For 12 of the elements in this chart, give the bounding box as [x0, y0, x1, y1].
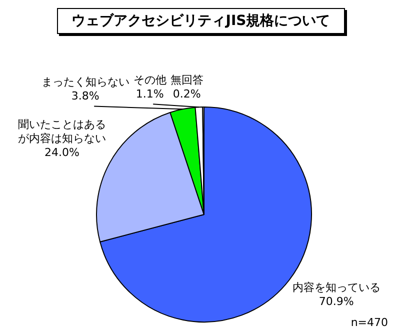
slice-label: 内容を知っている — [292, 280, 380, 294]
data-label: 3.8% — [71, 90, 100, 103]
slice-label: まったく知らない — [41, 76, 130, 89]
slice-label: 聞いたことはあるが内容は知らない — [18, 118, 106, 145]
chart-title: ウェブアクセシビリティJIS規格について — [56, 8, 346, 34]
slice-label: その他 — [133, 73, 166, 86]
data-label: 24.0% — [44, 146, 80, 159]
data-label: 1.1% — [136, 87, 164, 100]
data-label: 0.2% — [172, 87, 201, 100]
data-label: 70.9% — [318, 294, 354, 308]
text: n=470 — [350, 316, 388, 329]
slice-label: 無回答 — [170, 73, 204, 86]
